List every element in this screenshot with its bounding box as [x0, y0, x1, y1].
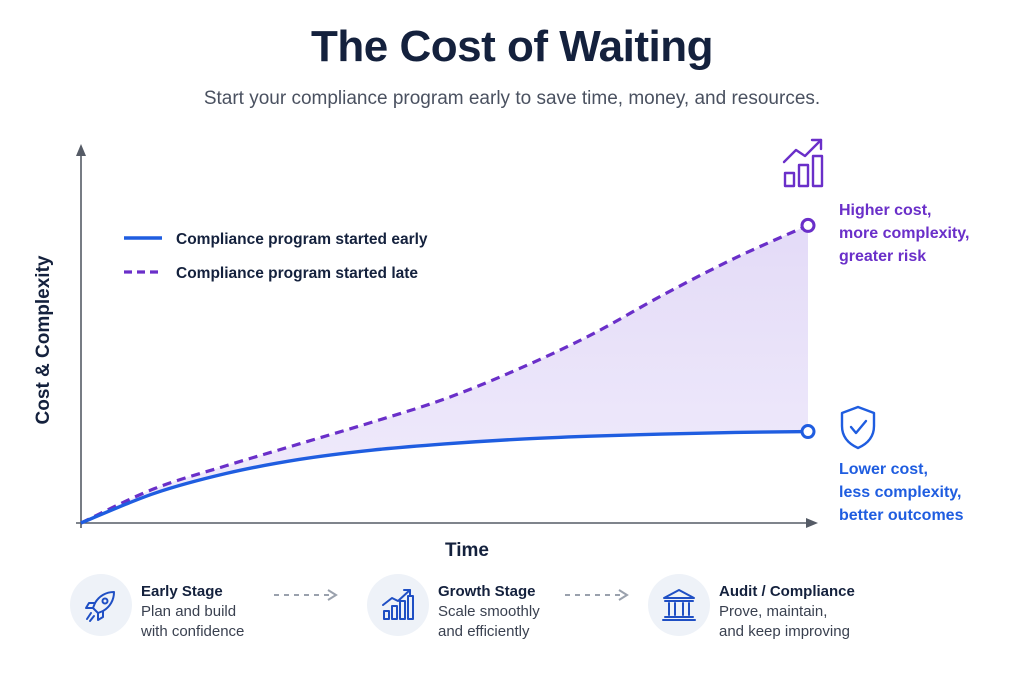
late-annotation-line: Higher cost, — [839, 202, 932, 219]
rocket-icon — [85, 591, 115, 622]
late-annotation-line: greater risk — [839, 248, 927, 265]
chart-title: The Cost of Waiting — [311, 22, 713, 71]
flow-arrow-icon — [565, 589, 629, 601]
late-annotation-line: more complexity, — [839, 225, 970, 242]
trend-up-icon — [782, 138, 824, 188]
stage-icon-circle — [367, 574, 429, 636]
stage-desc: Prove, maintain, — [719, 603, 828, 620]
early-annotation-line: Lower cost, — [839, 461, 928, 478]
shield-check-icon — [840, 405, 876, 450]
late-endpoint-marker — [800, 217, 816, 233]
y-axis-label: Cost & Complexity — [33, 255, 54, 424]
chart-legend: Compliance program started early Complian… — [124, 231, 428, 282]
legend-label-late: Compliance program started late — [176, 265, 418, 282]
late-outcome-annotation: Higher cost, more complexity, greater ri… — [839, 199, 969, 268]
stage-desc: Scale smoothly — [438, 603, 540, 620]
stage-desc: with confidence — [141, 623, 245, 640]
stage-icon-circle — [648, 574, 710, 636]
stage-desc: and efficiently — [438, 623, 530, 640]
legend-label-early: Compliance program started early — [176, 231, 428, 248]
early-endpoint-marker — [800, 424, 816, 440]
stage-desc: and keep improving — [719, 623, 850, 640]
flow-arrow-icon — [274, 589, 338, 601]
stage-title: Audit / Compliance — [719, 583, 855, 600]
chart-axes — [76, 144, 818, 528]
x-axis-arrow — [806, 518, 818, 528]
y-axis-arrow — [76, 144, 86, 156]
chart-subtitle: Start your compliance program early to s… — [203, 88, 821, 109]
early-outcome-annotation: Lower cost, less complexity, better outc… — [839, 458, 963, 527]
stage-icon-circle — [70, 574, 132, 636]
series-line-late — [80, 223, 809, 525]
series-line-early — [80, 429, 809, 525]
growth-chart-icon — [382, 589, 414, 620]
stage-desc: Plan and build — [141, 603, 237, 620]
bank-building-icon — [662, 589, 696, 621]
early-annotation-line: less complexity, — [839, 484, 962, 501]
early-annotation-line: better outcomes — [839, 507, 964, 524]
x-axis-label: Time — [445, 540, 489, 561]
stage-title: Growth Stage — [438, 583, 536, 600]
stage-title: Early Stage — [141, 583, 223, 600]
